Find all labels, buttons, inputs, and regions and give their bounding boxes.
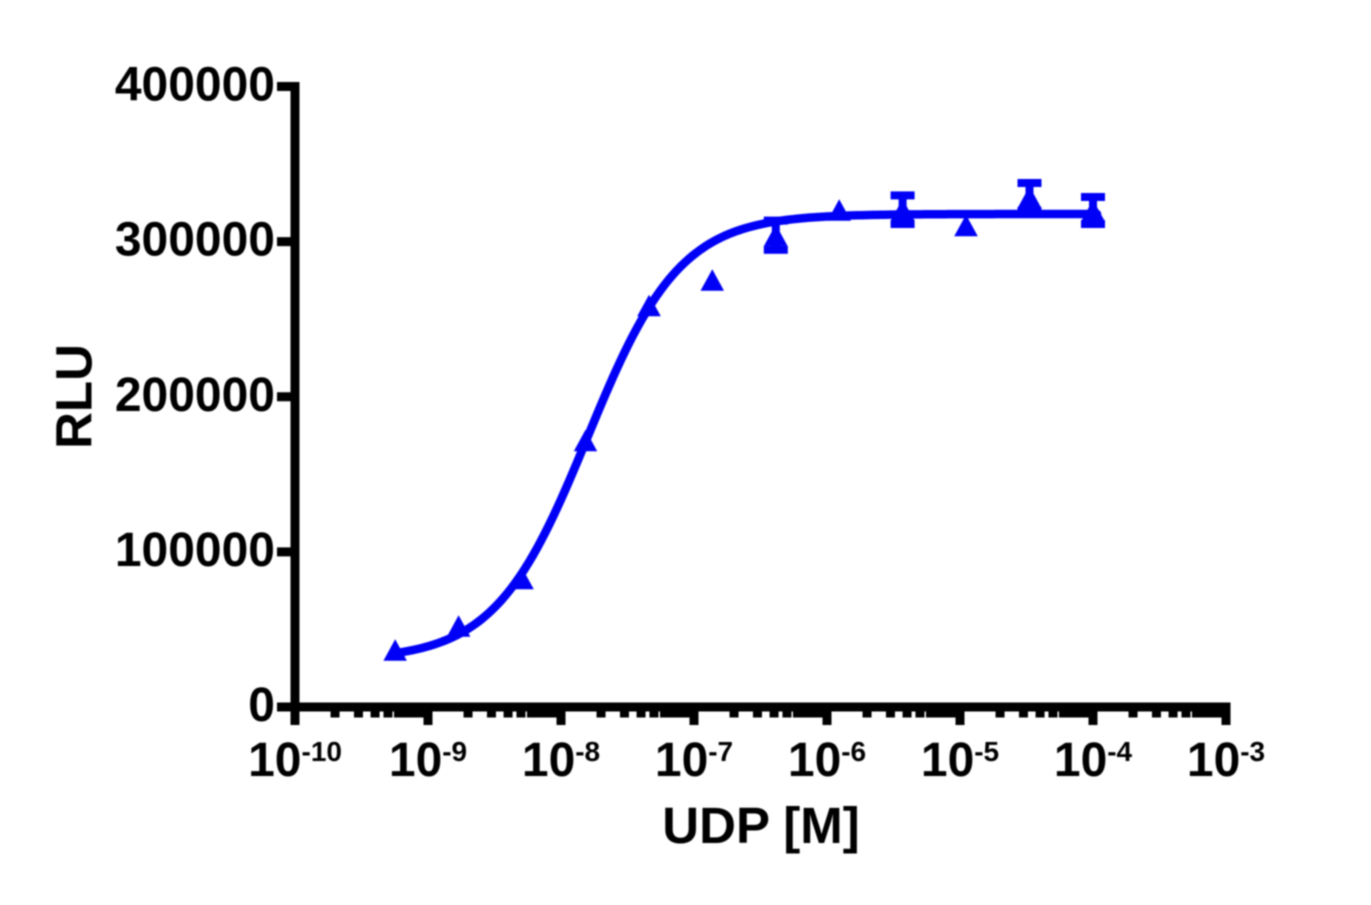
svg-text:10: 10 <box>788 734 841 787</box>
svg-text:10: 10 <box>522 734 575 787</box>
svg-text:-6: -6 <box>841 736 866 767</box>
svg-text:10: 10 <box>1187 734 1240 787</box>
svg-text:-9: -9 <box>442 736 467 767</box>
svg-text:-10: -10 <box>302 736 342 767</box>
svg-text:300000: 300000 <box>115 214 275 267</box>
svg-text:10: 10 <box>248 734 301 787</box>
svg-text:UDP [M]: UDP [M] <box>662 797 859 854</box>
svg-text:10: 10 <box>921 734 974 787</box>
svg-text:-8: -8 <box>575 736 600 767</box>
svg-text:RLU: RLU <box>46 344 103 449</box>
svg-text:-7: -7 <box>708 736 733 767</box>
svg-text:-5: -5 <box>974 736 999 767</box>
svg-text:0: 0 <box>248 679 275 732</box>
svg-text:200000: 200000 <box>115 369 275 422</box>
svg-text:100000: 100000 <box>115 524 275 577</box>
svg-text:10: 10 <box>655 734 708 787</box>
svg-text:10: 10 <box>1054 734 1107 787</box>
svg-text:-4: -4 <box>1107 736 1132 767</box>
svg-text:10: 10 <box>389 734 442 787</box>
svg-text:400000: 400000 <box>115 59 275 112</box>
svg-text:-3: -3 <box>1240 736 1265 767</box>
